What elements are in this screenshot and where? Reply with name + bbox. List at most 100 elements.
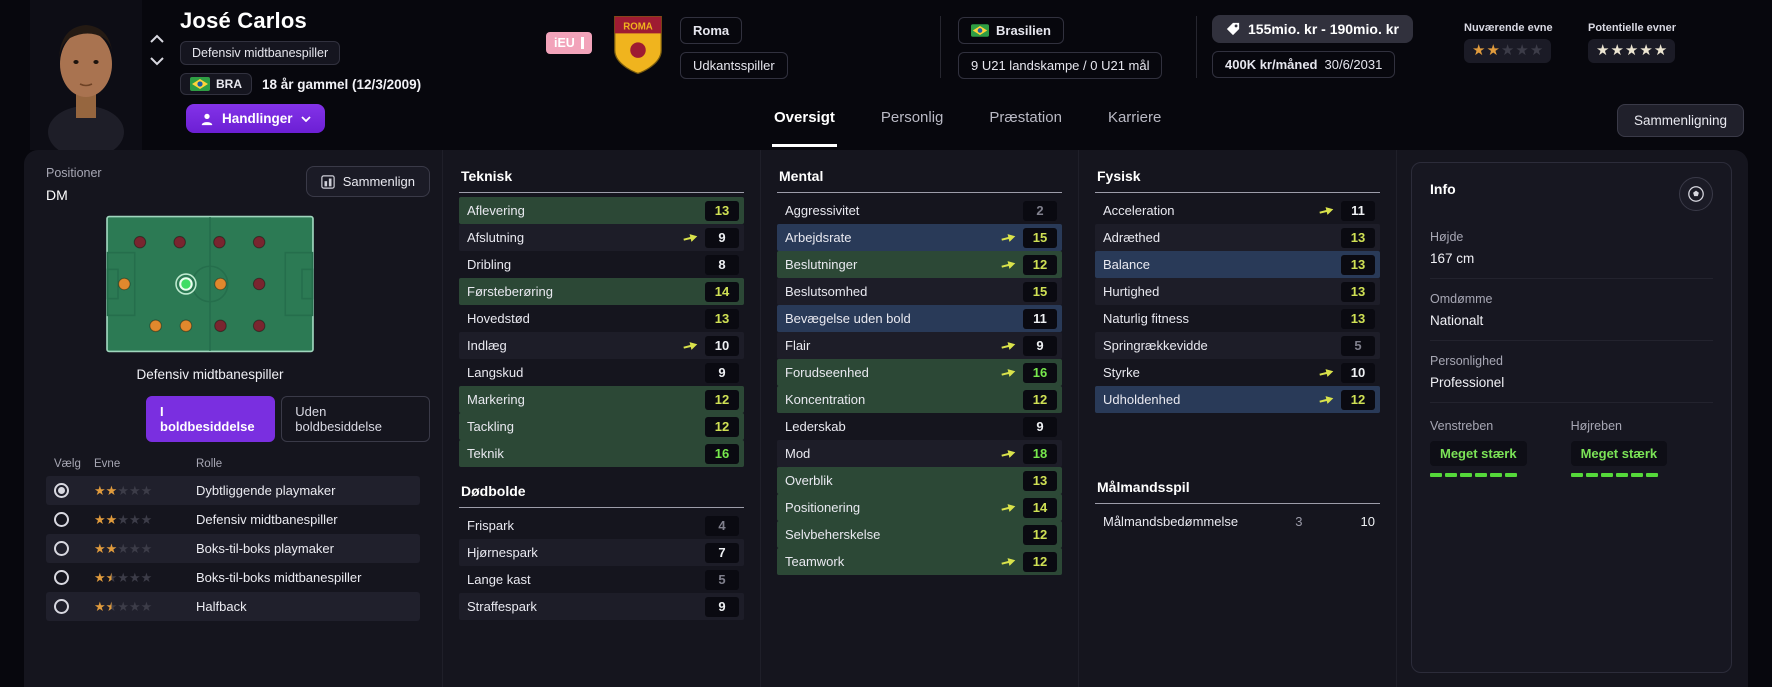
attribute-row: Indlæg 10 (459, 332, 744, 359)
position-dot-orange (118, 277, 131, 291)
role-radio[interactable] (54, 570, 69, 585)
attribute-label: Lederskab (785, 419, 846, 434)
role-radio[interactable] (54, 512, 69, 527)
attribute-section-title: Dødbolde (459, 479, 744, 508)
improvement-arrow-icon (1001, 341, 1016, 350)
attribute-value: 10 (1341, 362, 1375, 383)
tab-oversigt[interactable]: Oversigt (772, 103, 837, 147)
info-field-label: Personlighed (1430, 354, 1503, 368)
toggle-in-possession[interactable]: I boldbesiddelse (146, 396, 276, 442)
transfer-value-pill: 155mio. kr - 190mio. kr (1212, 15, 1413, 43)
attr-col-physical: Fysisk Acceleration 11 Adræthed 13 Balance 13 H… (1078, 150, 1396, 687)
role-table-header: Evne (94, 458, 121, 470)
attribute-row: Afslutning 9 (459, 224, 744, 251)
attribute-row: Lederskab 9 (777, 413, 1062, 440)
attribute-label: Teknik (467, 446, 504, 461)
attribute-value: 9 (705, 596, 739, 617)
comparison-button[interactable]: Sammenligning (1616, 104, 1744, 137)
role-row[interactable]: ★ ★ ★ ★ ★ Boks-til-boks playmaker (46, 534, 420, 563)
positions-title: Positioner (46, 166, 102, 180)
attribute-value: 5 (1341, 335, 1375, 356)
potential-ability-stars: ★ ★ ★ ★ ★ (1588, 39, 1676, 63)
role-row[interactable]: ★ ★ ★ ★ ★ Dybtliggende playmaker (46, 476, 420, 505)
player-name: José Carlos (180, 8, 307, 33)
attribute-row: Førsteberøring 14 (459, 278, 744, 305)
role-radio[interactable] (54, 599, 69, 614)
attribute-row: Hovedstød 13 (459, 305, 744, 332)
attribute-label: Aflevering (467, 203, 525, 218)
tab-præstation[interactable]: Præstation (989, 109, 1062, 126)
attribute-label: Springrækkevidde (1103, 338, 1208, 353)
star-icon: ★ (1515, 42, 1529, 59)
tab-personlig[interactable]: Personlig (880, 109, 944, 126)
actions-button[interactable]: Handlinger (186, 104, 325, 133)
position-dot-dark (252, 235, 266, 249)
attribute-row: Aflevering 13 (459, 197, 744, 224)
nation-badge[interactable]: Brasilien (958, 17, 1064, 44)
attribute-row: Hjørnespark 7 (459, 539, 744, 566)
best-position: DM (46, 187, 68, 203)
attribute-row: Beslutsomhed 15 (777, 278, 1062, 305)
foot-rating: Venstreben Meget stærk (1430, 419, 1527, 477)
role-ability-stars: ★ ★ ★ ★ ★ (94, 512, 196, 528)
attribute-row: Forudseenhed 16 (777, 359, 1062, 386)
gk-rating-value: 10 (1360, 514, 1375, 529)
toggle-out-of-possession[interactable]: Uden boldbesiddelse (281, 396, 430, 442)
attribute-label: Naturlig fitness (1103, 311, 1189, 326)
brazil-flag-icon (190, 77, 210, 91)
attribute-value: 12 (1023, 524, 1057, 545)
foot-strength-dash (1490, 473, 1502, 477)
attribute-label: Bevægelse uden bold (785, 311, 911, 326)
contract-end: 30/6/2031 (1324, 57, 1383, 72)
role-row[interactable]: ★ ★ ★ ★ ★ Boks-til-boks midtbanespiller (46, 563, 420, 592)
attribute-section-title: Målmandsspil (1095, 475, 1380, 504)
attribute-row: Tackling 12 (459, 413, 744, 440)
gk-rating-value: 3 (1295, 514, 1303, 529)
attribute-value: 16 (1023, 362, 1057, 383)
compare-button[interactable]: Sammenlign (305, 166, 430, 197)
star-icon: ★ (117, 569, 129, 585)
role-row[interactable]: ★ ★ ★ ★ ★ Halfback (46, 592, 420, 621)
foot-strength-bar (1430, 473, 1527, 477)
svg-text:ROMA: ROMA (623, 22, 653, 33)
role-ability-stars: ★ ★ ★ ★ ★ (94, 570, 196, 586)
role-radio-cell (54, 483, 94, 498)
attribute-value: 12 (705, 389, 739, 410)
attribute-value: 12 (1341, 389, 1375, 410)
tab-karriere[interactable]: Karriere (1107, 109, 1162, 126)
star-icon: ★ (105, 540, 118, 556)
attr-col-mental: Mental Aggressivitet 2 Arbejdsrate 15 Beslutn… (760, 150, 1078, 687)
attribute-label: Positionering (785, 500, 861, 515)
person-icon (201, 113, 213, 125)
previous-player-icon[interactable] (150, 34, 164, 43)
role-radio[interactable] (54, 541, 69, 556)
info-card: Info Højde 167 cm Omdømme Nationalt Personli… (1411, 162, 1732, 673)
attribute-row: Frispark 4 (459, 512, 744, 539)
club-name-badge[interactable]: Roma (680, 17, 743, 44)
player-photo (30, 0, 142, 158)
star-icon: ★ (128, 569, 141, 585)
attribute-value: 9 (1023, 335, 1057, 356)
football-icon-button[interactable] (1679, 177, 1713, 211)
role-radio[interactable] (54, 483, 69, 498)
star-icon: ★ (117, 598, 129, 614)
role-name: Boks-til-boks playmaker (196, 541, 334, 556)
role-row[interactable]: ★ ★ ★ ★ ★ Defensiv midtbanespiller (46, 505, 420, 534)
pitch-caption: Defensiv midtbanespiller (136, 367, 284, 382)
next-player-icon[interactable] (150, 57, 164, 66)
star-icon: ★ (105, 511, 118, 527)
position-pitch[interactable] (104, 215, 316, 353)
role-radio-cell (54, 599, 94, 614)
star-icon: ★ (1500, 42, 1515, 59)
position-dot-dark (173, 235, 186, 249)
attribute-value: 4 (705, 515, 739, 536)
position-dot-dark (252, 277, 266, 291)
foot-strength-dash (1645, 473, 1658, 477)
tabs: Oversigt Personlig Præstation Karriere (772, 103, 1163, 147)
compare-label: Sammenlign (342, 174, 415, 189)
role-radio-cell (54, 541, 94, 556)
attribute-label: Hurtighed (1103, 284, 1160, 299)
attribute-label: Forudseenhed (785, 365, 869, 380)
star-icon: ★ (128, 482, 141, 498)
transfer-value: 155mio. kr - 190mio. kr (1248, 21, 1399, 37)
